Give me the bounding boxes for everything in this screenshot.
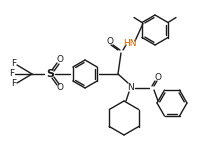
Text: O: O bbox=[154, 73, 162, 83]
Text: O: O bbox=[107, 37, 113, 46]
Text: S: S bbox=[46, 69, 54, 79]
Text: N: N bbox=[128, 83, 134, 93]
Text: O: O bbox=[56, 56, 64, 64]
Text: F: F bbox=[10, 70, 15, 78]
Text: O: O bbox=[56, 83, 64, 93]
Text: HN: HN bbox=[123, 39, 137, 47]
Text: F: F bbox=[11, 80, 17, 88]
Text: F: F bbox=[11, 59, 17, 68]
